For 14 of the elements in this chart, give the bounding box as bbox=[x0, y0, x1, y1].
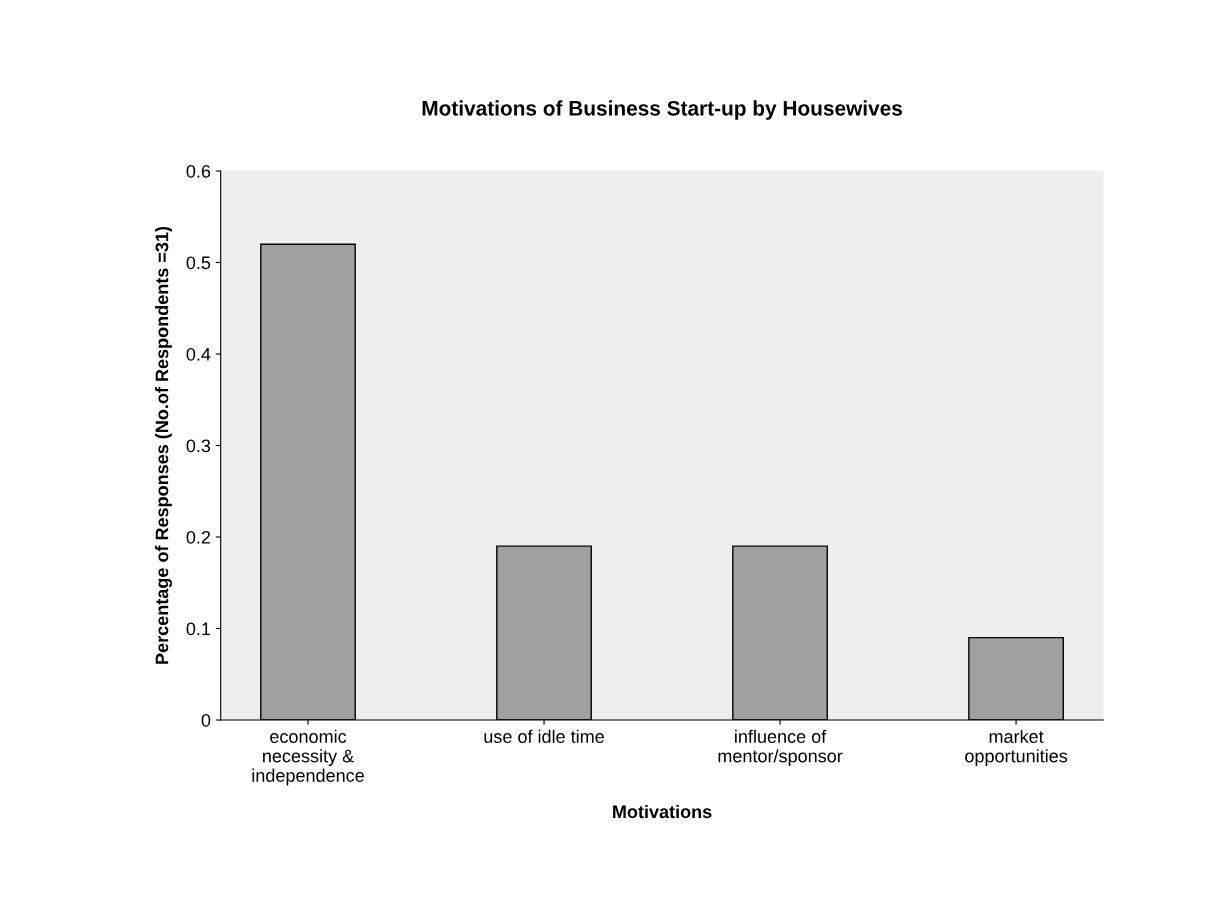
x-tick-label: use of idle time bbox=[484, 729, 604, 743]
x-axis-title: Motivations bbox=[613, 804, 712, 819]
y-tick-label: 0 bbox=[201, 713, 211, 727]
x-tick-label: market opportunities bbox=[965, 729, 1068, 766]
y-tick-label: 0.1 bbox=[186, 622, 211, 636]
y-tick-label: 0.4 bbox=[186, 347, 211, 361]
y-tick-label: 0.3 bbox=[186, 439, 211, 453]
y-tick-label: 0.6 bbox=[186, 164, 211, 178]
y-tick-label: 0.5 bbox=[186, 256, 211, 270]
chart-title: Motivations of Business Start-up by Housewives bbox=[422, 100, 902, 120]
y-axis-title: Percentage of Responses (No.of Respondents =31) bbox=[155, 226, 172, 664]
y-tick-label: 0.2 bbox=[186, 530, 211, 544]
x-tick-label: economic necessity & independence bbox=[252, 729, 364, 786]
x-tick-label: influence of mentor/sponsor bbox=[718, 729, 843, 766]
